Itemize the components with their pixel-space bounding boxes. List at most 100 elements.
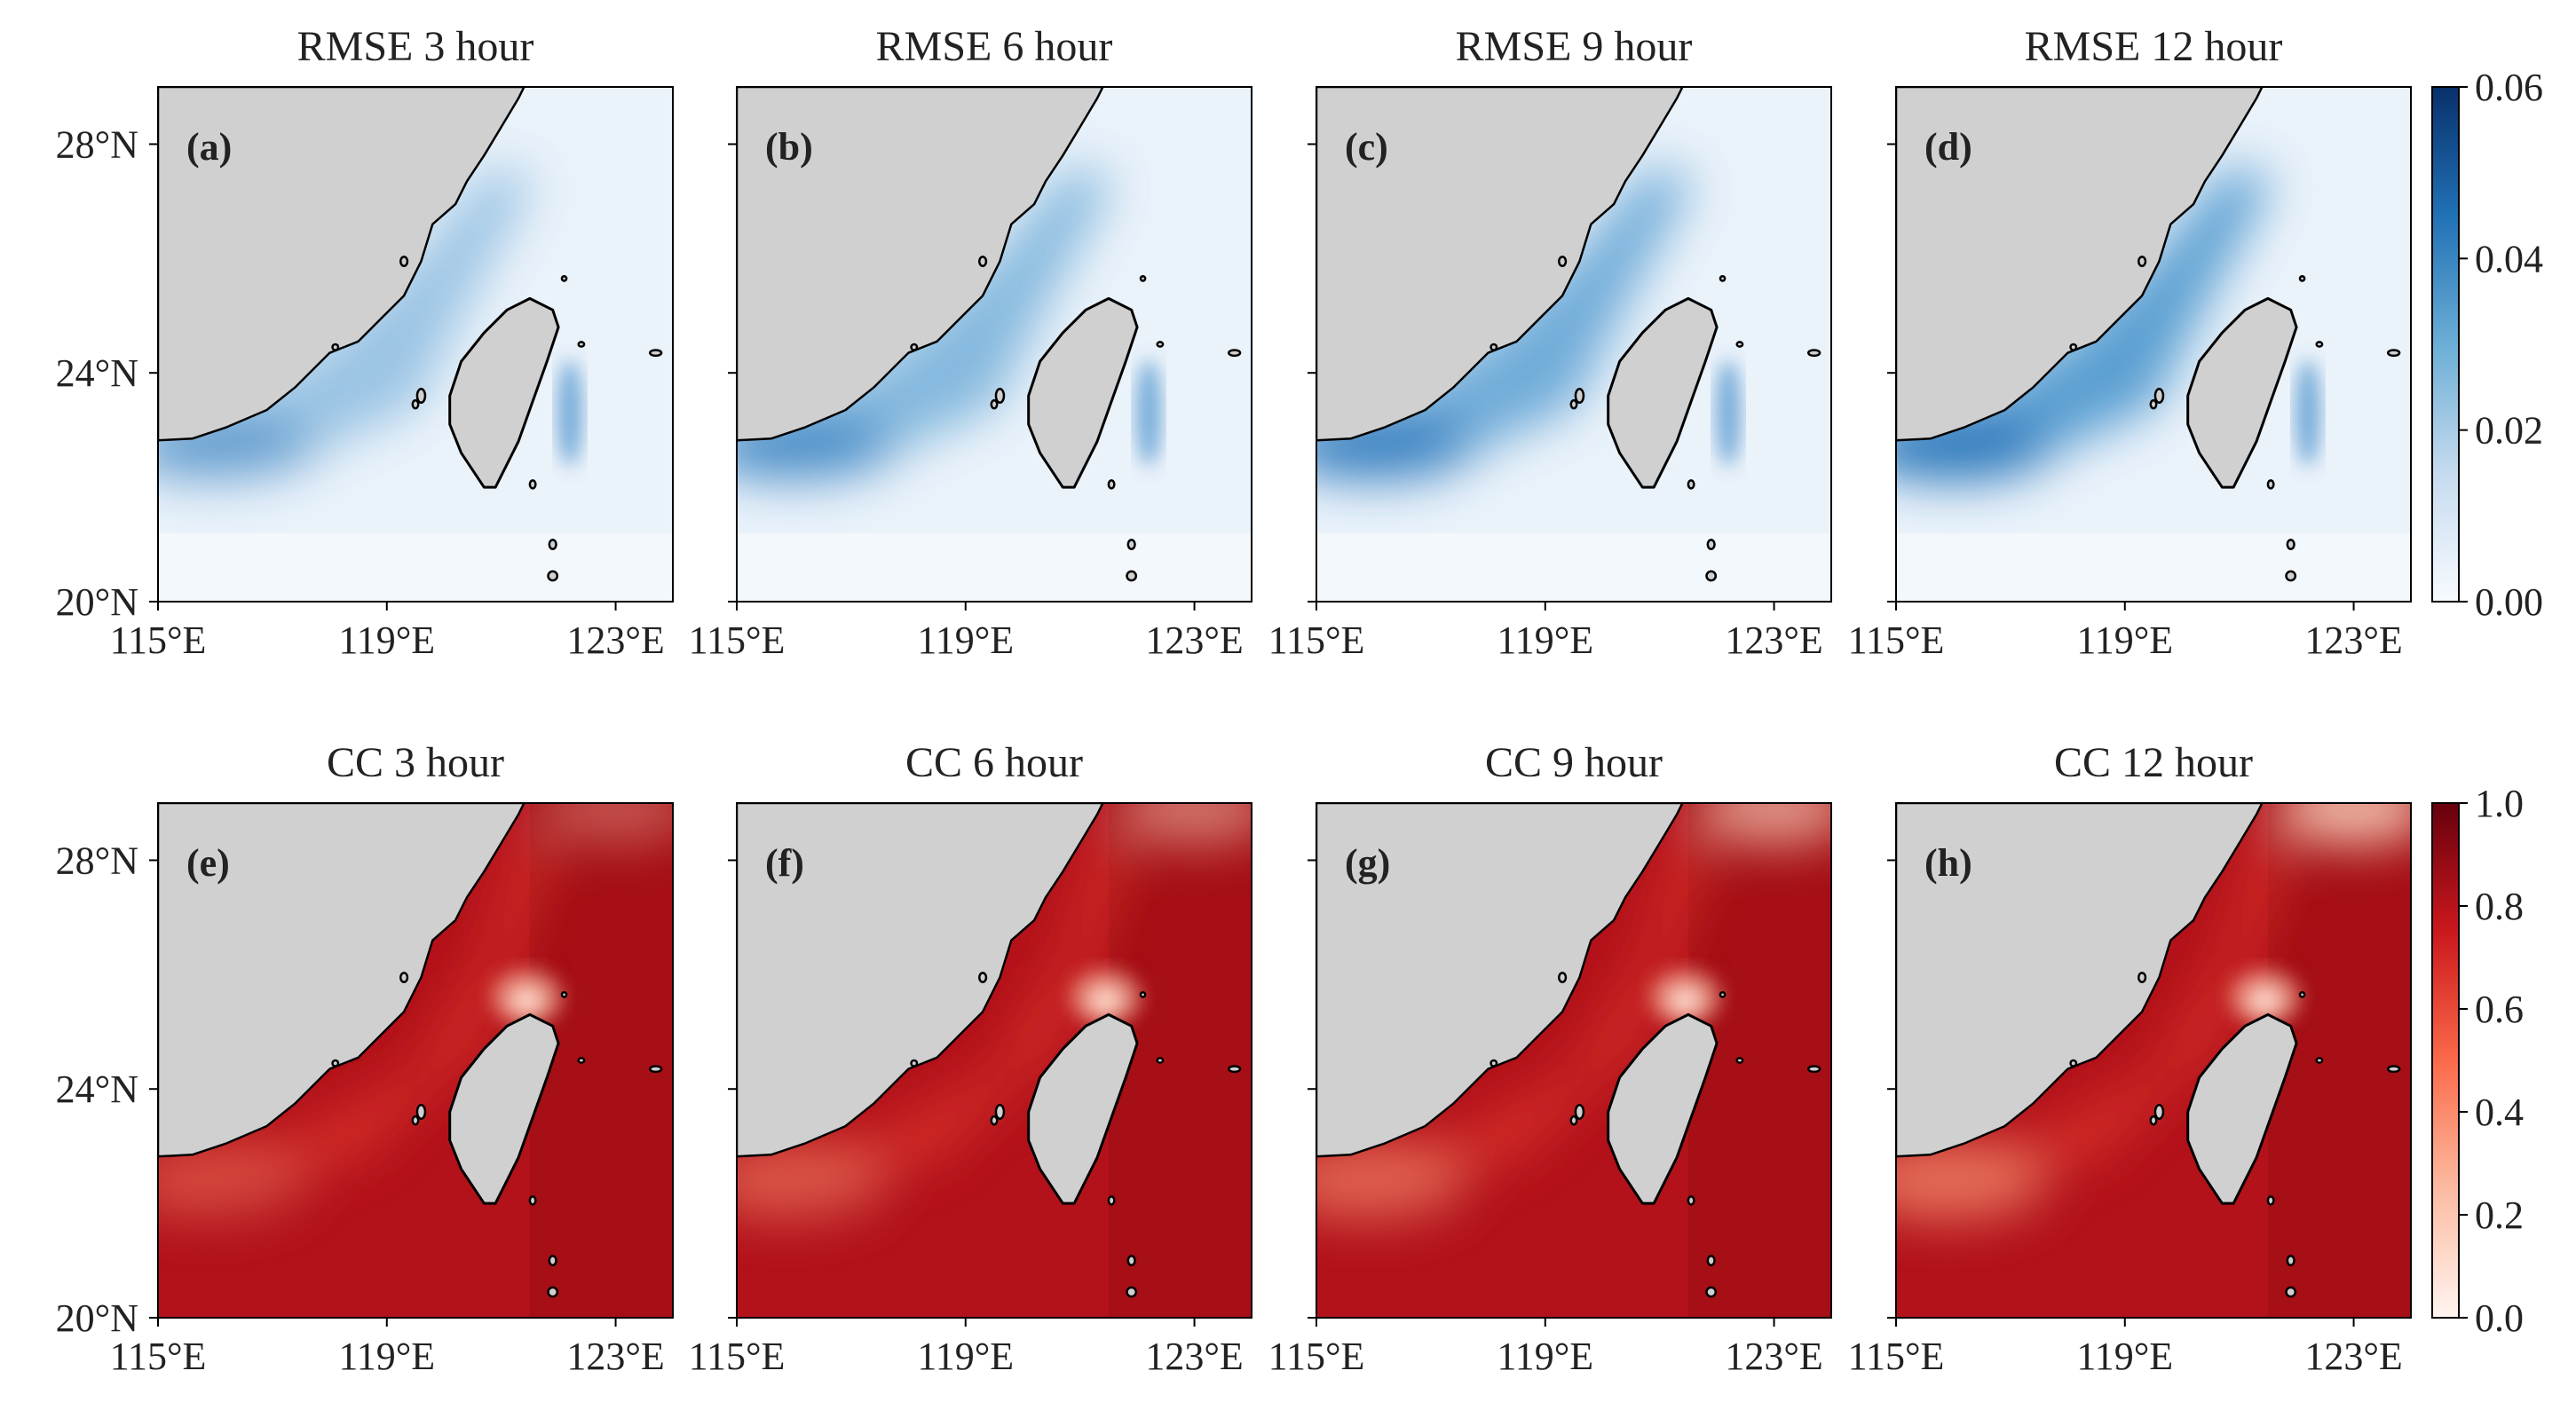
colorbar-tick-label: 0.6 xyxy=(2475,988,2524,1031)
panel-title: RMSE 6 hour xyxy=(876,23,1113,70)
small-island xyxy=(1706,1255,1716,1266)
heatmap-field xyxy=(1896,87,2411,602)
small-island xyxy=(1706,539,1716,550)
small-island xyxy=(1227,1065,1242,1074)
small-island xyxy=(2386,1065,2401,1074)
panel-label: (e) xyxy=(186,841,230,885)
x-tick-label: 119°E xyxy=(917,618,1014,662)
small-island xyxy=(1227,349,1242,358)
small-island xyxy=(990,398,999,410)
y-tick-label: 28°N xyxy=(56,122,138,166)
small-island xyxy=(1126,570,1138,582)
mainland-landmass xyxy=(737,87,1104,442)
heatmap-field xyxy=(737,87,1252,602)
panel-title: CC 3 hour xyxy=(327,739,504,786)
x-tick-label: 123°E xyxy=(1725,1335,1822,1378)
small-island xyxy=(2285,1286,2297,1298)
small-island xyxy=(990,1115,999,1126)
panel-frame xyxy=(157,86,674,603)
map-panel-e: CC 3 hour (e) 115°E 119°E 123°E 20°N 24°N 28°N xyxy=(56,739,674,1378)
colorbar-cc: 0.0 0.2 0.4 0.6 0.8 1.0 xyxy=(2431,782,2524,1340)
x-tick-label: 119°E xyxy=(1497,1335,1593,1378)
mainland-landmass xyxy=(158,87,525,442)
panel-frame xyxy=(1895,86,2412,603)
colorbar-gradient xyxy=(2431,802,2460,1319)
map-panel-g: CC 9 hour (g) 115°E 119°E 123°E xyxy=(1268,739,1832,1378)
small-island xyxy=(331,1059,340,1067)
small-island xyxy=(528,479,537,490)
x-tick-label: 115°E xyxy=(1848,1335,1945,1378)
colorbar-tick-label: 0.8 xyxy=(2475,885,2524,928)
small-island xyxy=(1557,256,1568,267)
colorbar-tick-label: 0.0 xyxy=(2475,1296,2524,1340)
x-tick-label: 115°E xyxy=(1268,1335,1365,1378)
heatmap-field xyxy=(737,803,1252,1318)
small-island xyxy=(1126,539,1136,550)
small-island xyxy=(910,1059,919,1067)
small-island xyxy=(2149,1115,2158,1126)
panel-label: (b) xyxy=(765,125,813,169)
panel-label: (d) xyxy=(1924,125,1972,169)
map-panel-c: RMSE 9 hour (c) 115°E 119°E 123°E xyxy=(1268,23,1832,662)
taiwan-island xyxy=(1027,1012,1139,1205)
mainland-landmass xyxy=(1316,87,1684,442)
small-island xyxy=(1107,1195,1116,1206)
x-tick-label: 123°E xyxy=(566,618,664,662)
small-island xyxy=(2285,570,2297,582)
colorbar-tick-label: 0.00 xyxy=(2475,580,2543,624)
mainland-landmass xyxy=(737,803,1104,1158)
heatmap-field xyxy=(1316,87,1831,602)
x-tick-label: 119°E xyxy=(917,1335,1014,1378)
small-island xyxy=(560,991,568,998)
small-island xyxy=(399,256,409,267)
small-island xyxy=(1107,479,1116,490)
y-tick-label: 28°N xyxy=(56,839,138,882)
panel-label: (a) xyxy=(186,125,232,169)
panel-title: RMSE 12 hour xyxy=(2025,23,2283,70)
small-island xyxy=(1139,991,1147,998)
panel-frame xyxy=(1895,802,2412,1319)
taiwan-island xyxy=(448,296,560,489)
y-tick-label: 20°N xyxy=(56,580,138,624)
x-tick-label: 123°E xyxy=(2304,618,2402,662)
heatmap-field xyxy=(1316,803,1831,1318)
panel-grid: RMSE 3 hour (a) 115°E 119°E 123°E 20°N 24°N 28°… xyxy=(56,23,2412,1378)
x-tick-label: 123°E xyxy=(1145,618,1243,662)
panel-frame xyxy=(736,802,1252,1319)
small-island xyxy=(1735,341,1744,348)
colorbar-tick-label: 0.04 xyxy=(2475,237,2543,280)
small-island xyxy=(415,388,427,404)
small-island xyxy=(1574,388,1585,404)
small-island xyxy=(411,398,420,410)
small-island xyxy=(1557,972,1568,983)
small-island xyxy=(1719,991,1727,998)
map-panel-a: RMSE 3 hour (a) 115°E 119°E 123°E 20°N 24°N 28°… xyxy=(56,23,674,662)
small-island xyxy=(1156,1057,1165,1064)
panel-title: CC 12 hour xyxy=(2054,739,2253,786)
small-island xyxy=(2069,343,2078,351)
colorbar-tick-label: 0.06 xyxy=(2475,66,2543,109)
small-island xyxy=(1687,1195,1695,1206)
small-island xyxy=(1489,1059,1498,1067)
small-island xyxy=(548,539,557,550)
small-island xyxy=(2137,256,2147,267)
small-island xyxy=(2298,275,2306,282)
small-island xyxy=(1806,1065,1821,1074)
panel-title: RMSE 3 hour xyxy=(297,23,534,70)
small-island xyxy=(994,1104,1006,1120)
small-island xyxy=(577,341,586,348)
small-island xyxy=(1705,570,1718,582)
x-tick-label: 123°E xyxy=(1725,618,1822,662)
taiwan-island xyxy=(1607,1012,1719,1205)
colorbar-tick-label: 0.02 xyxy=(2475,409,2543,453)
x-tick-label: 119°E xyxy=(338,1335,435,1378)
colorbar-gradient xyxy=(2431,86,2460,603)
small-island xyxy=(648,349,663,358)
small-island xyxy=(2153,1104,2165,1120)
panel-frame xyxy=(736,86,1252,603)
x-tick-label: 115°E xyxy=(1848,618,1945,662)
x-tick-label: 115°E xyxy=(110,1335,207,1378)
small-island xyxy=(1687,479,1695,490)
small-island xyxy=(1489,343,1498,351)
x-tick-label: 115°E xyxy=(110,618,207,662)
